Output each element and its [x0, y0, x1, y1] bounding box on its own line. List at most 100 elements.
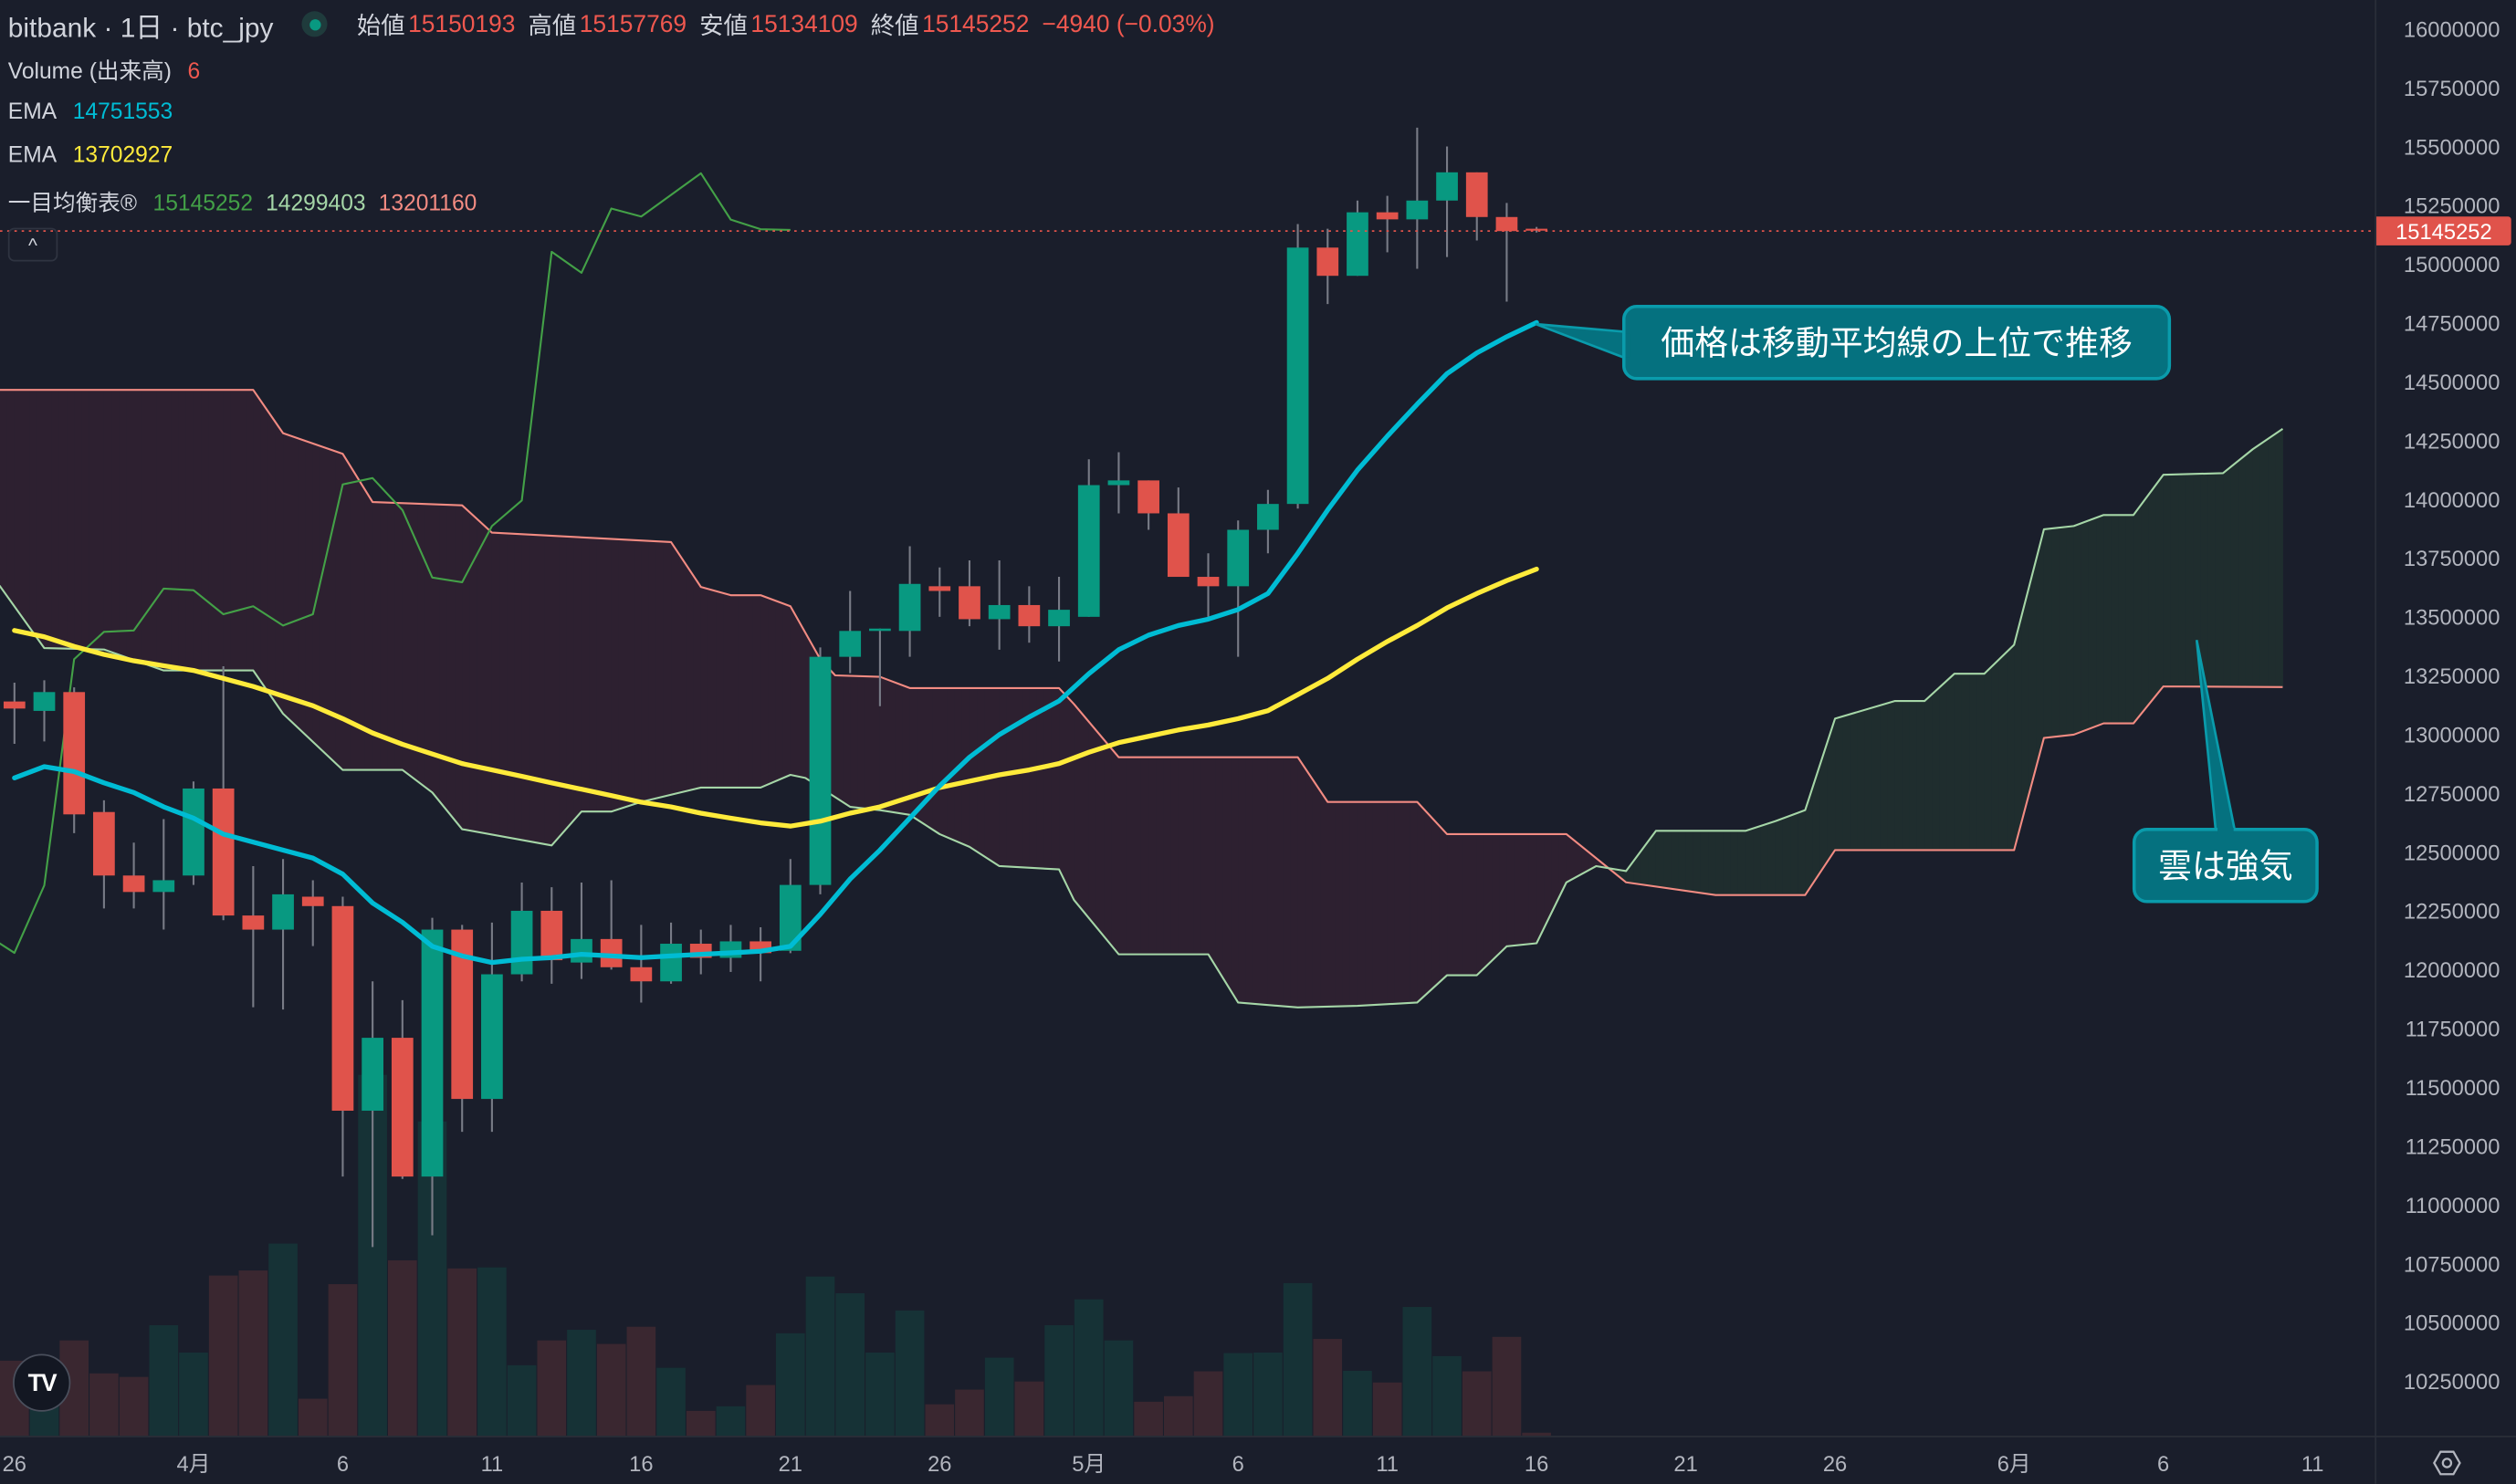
- symbol-title[interactable]: bitbank · 1日 · btc_jpy: [7, 12, 274, 43]
- candle: [809, 647, 832, 894]
- cloud-segment: [21, 390, 30, 628]
- cloud-segment: [939, 687, 948, 838]
- cloud-segment: [708, 589, 717, 788]
- candle-body: [1316, 247, 1339, 277]
- cloud-segment: [1111, 747, 1119, 955]
- cloud-segment: [208, 390, 217, 671]
- logo-text: TV: [27, 1369, 58, 1397]
- volume-bar: [865, 1353, 895, 1437]
- cloud-segment: [2163, 474, 2172, 687]
- cloud-segment: [1335, 801, 1344, 1007]
- cloud-segment: [1790, 812, 1798, 895]
- cloud-segment: [655, 541, 665, 799]
- cloud-segment: [1693, 831, 1702, 894]
- volume-bar: [567, 1330, 596, 1437]
- cloud-segment: [752, 595, 761, 788]
- cloud-segment: [700, 587, 709, 788]
- settings-gear-icon[interactable]: [2433, 1450, 2461, 1476]
- cloud-segment: [1394, 801, 1403, 1004]
- volume-bar: [447, 1268, 477, 1437]
- cloud-segment: [141, 390, 150, 665]
- cloud-segment: [2036, 528, 2045, 767]
- tradingview-logo[interactable]: TV: [13, 1353, 71, 1412]
- cloud-segment: [477, 518, 486, 833]
- price-tick-label: 13000000: [2404, 724, 2500, 747]
- cloud-segment: [1842, 714, 1850, 851]
- cloud-segment: [1006, 687, 1015, 867]
- ichimoku-cloud: [0, 390, 2283, 1008]
- ema-callout[interactable]: 価格は移動平均線の上位で推移: [1535, 304, 2172, 381]
- candle-body: [212, 788, 235, 916]
- legend-label: EMA: [7, 98, 58, 124]
- time-tick-label: 16: [1525, 1453, 1548, 1477]
- cloud-callout[interactable]: 雲は強気: [2132, 640, 2319, 904]
- volume-bar: [805, 1276, 835, 1437]
- legend-ema-slow[interactable]: EMA 13702927: [8, 141, 173, 167]
- cloud-segment: [171, 390, 180, 671]
- price-axis[interactable]: 16000000 15750000 15500000 15250000 15000000…: [2404, 18, 2500, 1395]
- cloud-segment: [446, 505, 456, 820]
- last-price-tag: 15145252: [2376, 216, 2511, 246]
- cloud-segment: [58, 390, 68, 649]
- cloud-segment: [2238, 455, 2247, 687]
- market-status-icon[interactable]: [302, 11, 329, 37]
- cloud-segment: [2118, 515, 2127, 724]
- cloud-segment: [1514, 833, 1523, 946]
- cloud-segment: [1536, 833, 1545, 944]
- cloud-segment: [484, 526, 493, 835]
- ichimoku-lines: [0, 172, 2284, 1008]
- legend-ema-fast[interactable]: EMA 14751553: [8, 98, 173, 123]
- volume-bar: [1432, 1355, 1462, 1437]
- collapse-legend-button[interactable]: ^: [7, 227, 58, 262]
- cloud-segment: [1619, 870, 1627, 883]
- cloud-segment: [29, 390, 37, 638]
- cloud-segment: [1417, 801, 1426, 1003]
- cloud-segment: [902, 685, 911, 815]
- cloud-segment: [96, 390, 105, 650]
- candle-body: [33, 692, 56, 711]
- legend-volume[interactable]: Volume (出来高) 6: [8, 55, 200, 87]
- cloud-segment: [81, 390, 90, 650]
- cloud-segment: [1066, 695, 1075, 901]
- cloud-segment: [924, 687, 933, 830]
- candles: [3, 127, 1547, 1248]
- candle: [481, 922, 503, 1133]
- candle-body: [1465, 172, 1488, 217]
- cloud-segment: [2081, 520, 2090, 732]
- cloud-segment: [455, 505, 463, 830]
- cloud-segment: [2268, 434, 2276, 687]
- span-a-line: [0, 427, 2284, 1008]
- cloud-segment: [37, 390, 46, 649]
- cloud-segment: [469, 512, 478, 832]
- cloud-segment: [1805, 787, 1814, 895]
- cloud-segment: [626, 539, 634, 807]
- close-label: 終値: [870, 12, 919, 40]
- legend-ichimoku[interactable]: 一目均衡表® 15145252 14299403 13201160: [8, 186, 477, 218]
- cloud-segment: [238, 390, 246, 671]
- cloud-segment: [1387, 801, 1396, 1005]
- cloud-segment: [1954, 674, 1963, 851]
- cloud-segment: [2252, 444, 2261, 687]
- candle: [1048, 577, 1070, 662]
- cloud-segment: [1588, 852, 1598, 871]
- volume-bar: [298, 1398, 328, 1437]
- cloud-segment: [1998, 652, 2008, 851]
- cloud-segment: [1544, 833, 1552, 928]
- volume-bar: [537, 1340, 567, 1437]
- cloud-segment: [1715, 831, 1724, 895]
- cloud-segment: [298, 438, 307, 736]
- cloud-segment: [119, 390, 127, 658]
- cloud-segment: [1178, 757, 1187, 955]
- candle: [959, 559, 980, 627]
- time-axis[interactable]: 26 4月 6 11 16 21 26 5月 6 11 16 21 26 6月 6 11: [3, 1453, 2324, 1477]
- cloud-segment: [559, 536, 568, 838]
- legend-value: 6: [187, 57, 201, 84]
- close-value: 15145252: [922, 10, 1030, 38]
- cloud-segment: [1685, 831, 1694, 893]
- cloud-segment: [1283, 757, 1291, 1008]
- cloud-segment: [1051, 687, 1060, 870]
- cloud-segment: [491, 532, 500, 836]
- cloud-segment: [1439, 826, 1448, 983]
- cloud-segment: [275, 422, 284, 715]
